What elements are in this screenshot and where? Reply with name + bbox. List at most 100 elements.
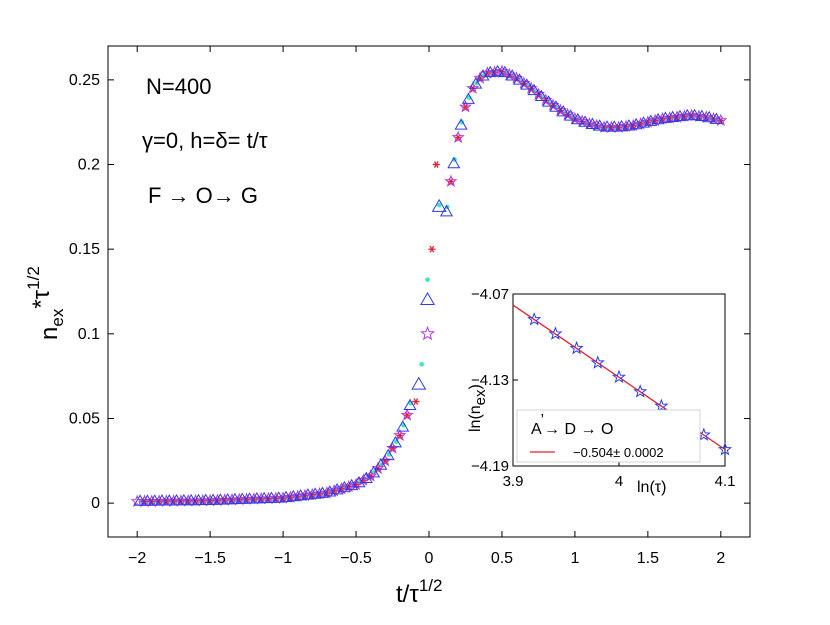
triangle-marker [431, 198, 447, 212]
star-marker [458, 100, 473, 113]
triangle-marker [140, 494, 154, 506]
inset-y-label-sub: ex [472, 389, 489, 405]
triangle-marker [585, 117, 599, 129]
star-marker [393, 428, 407, 442]
inset-star-marker [590, 355, 605, 369]
triangle-marker [388, 436, 403, 448]
triangle-marker [199, 493, 213, 506]
inset-legend: A’→ D → O −0.504± 0.0002 [516, 409, 701, 463]
star-marker [692, 109, 706, 122]
main-y-label-star: *τ [28, 289, 55, 308]
star-marker [420, 325, 436, 341]
triangle-marker [381, 448, 395, 461]
star-marker [568, 111, 582, 125]
svg-text:nex*τ1/2: nex*τ1/2 [24, 266, 67, 340]
star-marker [378, 453, 392, 467]
triangle-marker [264, 491, 278, 503]
inset-y-tick-label: −4.07 [471, 286, 509, 303]
star-marker [444, 174, 458, 188]
x-tick-label: −1.5 [194, 550, 226, 567]
asterisk-marker [432, 161, 440, 168]
triangle-marker [250, 491, 264, 504]
triangle-marker [272, 491, 286, 503]
main-y-label: nex*τ1/2 [24, 266, 67, 340]
y-tick-label: 0.15 [69, 241, 100, 258]
triangle-marker [658, 111, 672, 123]
triangle-marker [542, 95, 556, 107]
main-axis-ticks: −2 −1.5 −1 −0.5 0 0.5 1 1.5 2 0 0.05 0.1 0.15 0.2 0.25 [69, 46, 750, 567]
asterisk-marker [428, 245, 436, 253]
triangle-marker [420, 291, 436, 306]
triangle-marker [213, 493, 227, 505]
triangle-marker [709, 112, 724, 124]
inset-legend-title: A’→ D → O [531, 412, 613, 438]
inset-star-marker [611, 369, 627, 384]
triangle-marker [600, 120, 614, 132]
triangle-marker [702, 110, 716, 123]
triangle-marker [505, 69, 519, 81]
inset-legend-title-rest: → D → O [544, 421, 613, 438]
triangle-marker [228, 492, 242, 505]
triangle-marker [498, 65, 512, 78]
star-marker [400, 408, 414, 421]
triangle-marker [403, 398, 417, 411]
triangle-marker [206, 493, 220, 505]
triangle-marker [673, 109, 687, 122]
triangle-marker [359, 471, 373, 483]
inset-legend-title-prime: ’ [540, 412, 544, 429]
inset-y-tick-label: −4.13 [471, 372, 509, 389]
triangle-marker [622, 119, 636, 131]
star-marker [714, 113, 728, 127]
triangle-marker [593, 119, 607, 131]
main-x-label: t/τ1/2 [396, 576, 442, 608]
triangle-marker [439, 204, 454, 217]
triangle-marker [520, 78, 534, 90]
inset-star-marker [569, 340, 584, 355]
star-marker [466, 81, 480, 94]
triangle-marker [242, 492, 257, 504]
triangle-marker [483, 65, 497, 78]
triangle-marker [352, 475, 366, 488]
dot-marker [436, 202, 442, 208]
triangle-marker [286, 489, 300, 502]
inset-y-label-base: ln(n [467, 405, 484, 432]
triangle-marker [184, 493, 198, 506]
triangle-marker [235, 492, 249, 504]
triangle-marker [315, 486, 330, 498]
triangle-marker [563, 109, 578, 121]
inset-star-marker [633, 384, 648, 398]
triangle-marker [651, 112, 665, 125]
asterisk-stroke [429, 245, 435, 253]
triangle-marker [666, 110, 680, 123]
triangle-marker [221, 492, 235, 505]
main-y-label-base: n [36, 327, 63, 340]
inset-x-tick-label: 4.1 [715, 473, 736, 490]
main-y-label-sub: ex [48, 308, 67, 326]
asterisk-stroke [433, 161, 439, 168]
triangle-marker [366, 465, 381, 478]
triangle-marker [257, 491, 271, 504]
triangle-marker [162, 494, 176, 506]
main-series [130, 64, 728, 508]
triangle-marker [549, 100, 563, 112]
inset-x-label: ln(τ) [637, 479, 666, 496]
main-x-label-exponent: 1/2 [419, 576, 443, 595]
triangle-marker [170, 493, 184, 506]
inset-x-tick-label: 3.9 [503, 473, 524, 490]
series-steep-points [411, 161, 447, 405]
x-tick-label: −0.5 [340, 550, 372, 567]
annotation-params: γ=0, h=δ= t/τ [142, 128, 268, 153]
x-tick-label: 0.5 [491, 550, 513, 567]
triangle-marker [294, 489, 308, 501]
inset-star-marker [527, 312, 542, 326]
inset-y-label-close: ) [467, 384, 484, 389]
series-triangle [133, 64, 724, 506]
inset-axis-ticks: 3.9 4 4.1 −4.07 −4.13 −4.19 [471, 286, 735, 490]
x-tick-label: 1.5 [637, 550, 659, 567]
inset-legend-title-prefix: A [531, 421, 542, 438]
x-tick-label: −1 [274, 550, 292, 567]
inset-x-tick-label: 4 [615, 473, 623, 490]
triangle-marker [374, 458, 388, 470]
inset-y-tick-label: −4.19 [471, 458, 509, 475]
triangle-marker [447, 156, 461, 169]
